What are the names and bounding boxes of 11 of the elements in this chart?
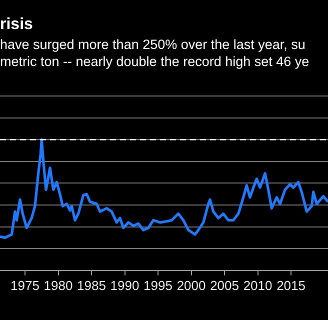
x-tick-label: 1975 xyxy=(10,278,40,293)
chart-subtitle: have surged more than 250% over the last year, su metric ton -- nearly double the record high set 46 ye xyxy=(0,36,310,70)
chart-title: risis xyxy=(0,16,33,34)
x-tick-label: 1995 xyxy=(144,278,172,293)
x-tick-label: 2000 xyxy=(176,278,206,293)
x-tick-label: 1980 xyxy=(44,278,73,293)
x-tick-label: 1990 xyxy=(110,278,140,293)
x-tick-label: 2015 xyxy=(276,278,306,293)
x-tick-label: 2010 xyxy=(243,278,272,293)
x-tick-label: 1985 xyxy=(77,278,106,293)
x-tick-label: 2005 xyxy=(210,278,239,293)
